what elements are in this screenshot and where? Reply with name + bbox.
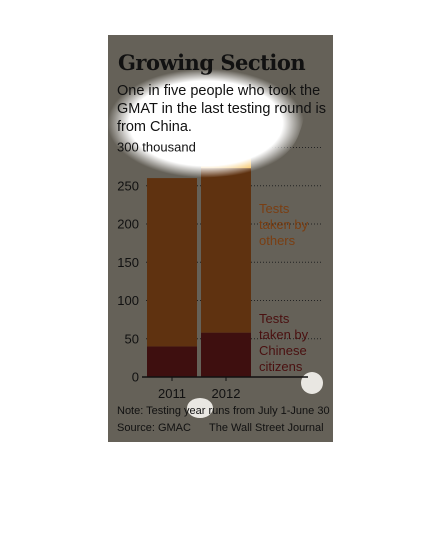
- bar-others-2012: [201, 158, 251, 333]
- bar-others-2011: [147, 178, 197, 347]
- x-tick-label-2011: 2011: [158, 386, 186, 401]
- footer-credit: The Wall Street Journal: [209, 422, 324, 434]
- footer-source: Source: GMAC: [117, 422, 191, 434]
- y-tick-label-100: 100: [117, 293, 139, 308]
- legend-others: Tests taken by others: [259, 201, 309, 248]
- x-tick-label-2012: 2012: [212, 386, 241, 401]
- footer-note: Note: Testing year runs from July 1-June…: [117, 405, 330, 417]
- white-highlight-blob: [108, 69, 305, 178]
- legend-chinese: Tests taken by Chinese citizens: [259, 311, 309, 374]
- chart-card: 0 50 100 150 200 250 300 thousand 2011 2012 Grow…: [108, 35, 333, 442]
- y-tick-label-250: 250: [117, 178, 139, 193]
- y-tick-label-200: 200: [117, 217, 139, 232]
- chart-title: Growing Section: [118, 50, 306, 75]
- bar-chinese-2012: [201, 332, 251, 377]
- y-top-label: 300 thousand: [117, 140, 196, 155]
- y-tick-label-150: 150: [117, 255, 139, 270]
- y-tick-label-50: 50: [125, 331, 139, 346]
- bar-chinese-2011: [147, 346, 197, 377]
- chart-subtitle: One in five people who took the GMAT in …: [117, 83, 327, 135]
- y-tick-label-0: 0: [132, 370, 139, 385]
- white-smudge-right: [301, 372, 323, 394]
- bar-chart: 0 50 100 150 200 250 300 thousand 2011 2012: [108, 69, 323, 418]
- white-smudge-bottom: [187, 398, 213, 418]
